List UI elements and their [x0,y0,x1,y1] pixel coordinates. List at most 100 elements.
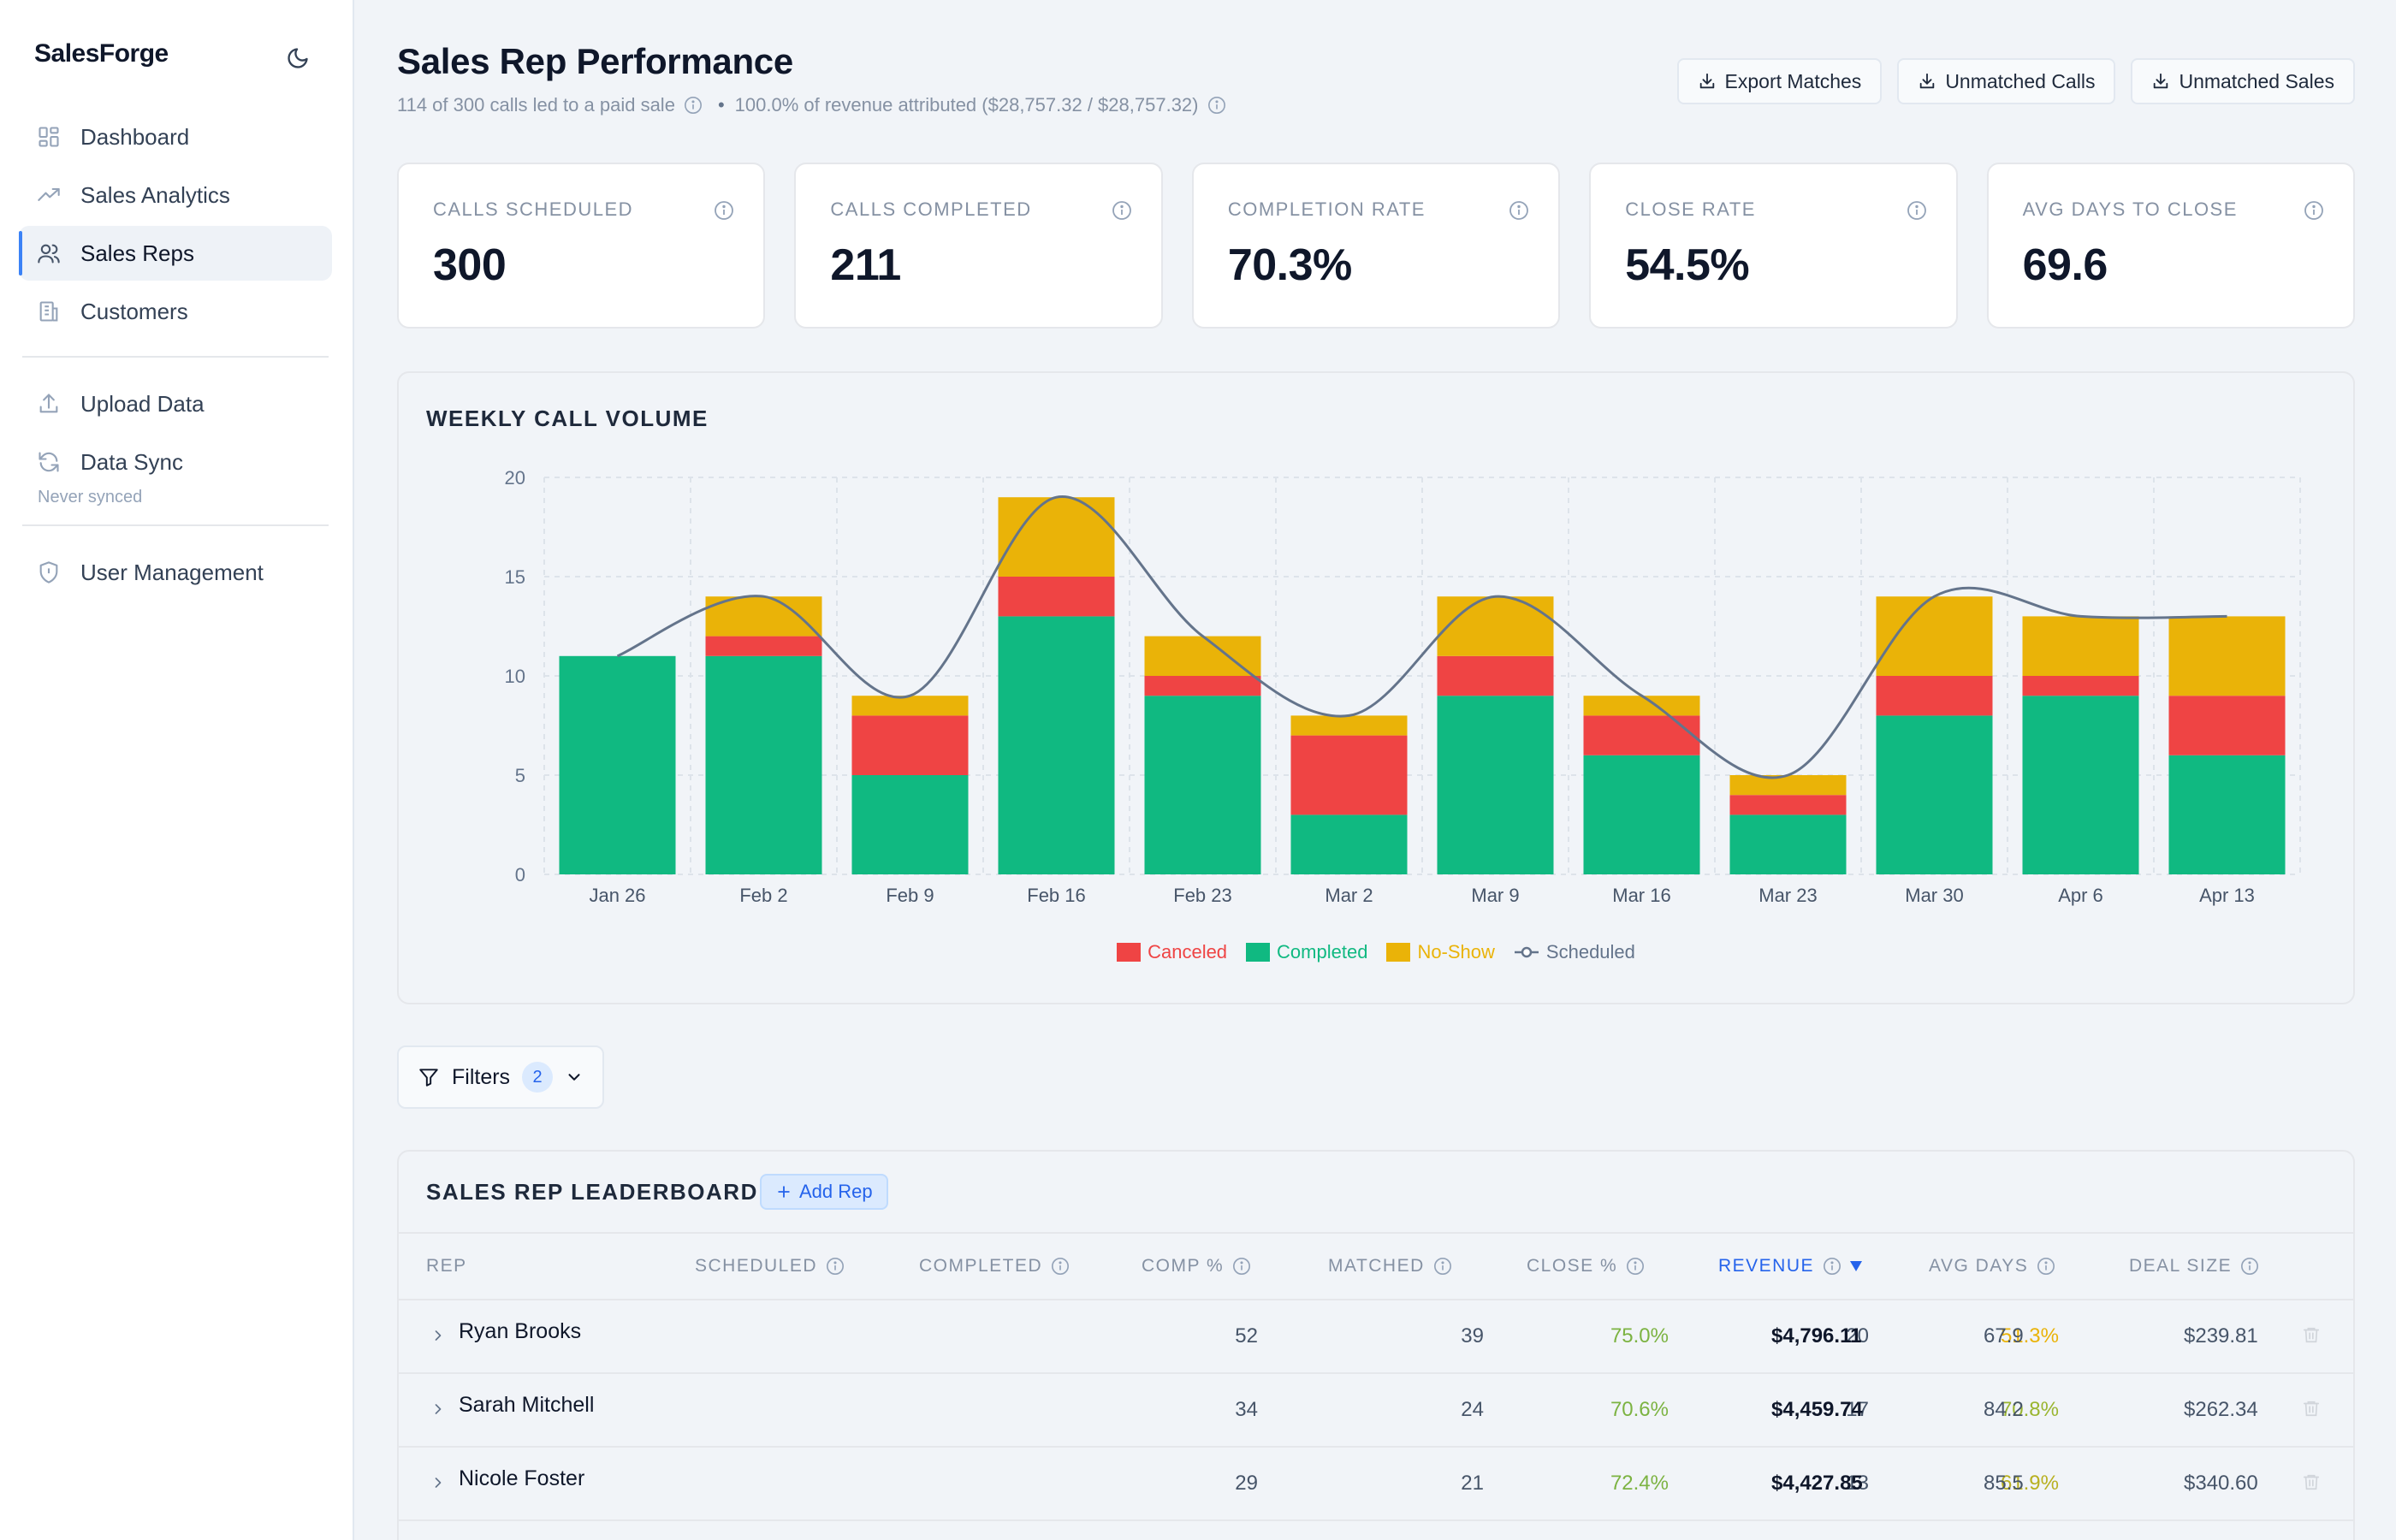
bar-no-show [1729,775,1847,796]
cell-close-pct: 70.8% [2000,1398,2059,1421]
table-row[interactable]: Sarah Mitchell 34 24 70.6% 17 70.8% $4,4… [399,1374,2353,1448]
line-scheduled [616,495,2227,779]
cell-scheduled: 29 [1235,1472,1258,1495]
legend-item-no-show[interactable]: No-Show [1386,941,1495,963]
cell-matched: 17 [1846,1398,1869,1421]
moon-icon [288,48,308,68]
stat-label: AVG DAYS TO CLOSE [2022,198,2238,220]
trash-icon[interactable] [2302,1324,2321,1345]
bar-completed [851,775,969,874]
bar-canceled [1437,655,1554,696]
legend-item-canceled[interactable]: Canceled [1117,941,1227,963]
info-icon[interactable] [1626,1257,1645,1276]
info-icon[interactable] [1207,96,1226,115]
x-tick-label: Mar 23 [1758,885,1817,906]
cell-revenue: $4,796.11 [1771,1324,1862,1348]
info-icon[interactable] [714,200,734,221]
cell-revenue: $4,427.85 [1771,1472,1863,1495]
stat-value: 300 [433,240,507,290]
unmatched-sales-button[interactable]: Unmatched Sales [2131,58,2355,104]
bar-canceled [851,715,969,775]
sidebar-item-dashboard[interactable]: Dashboard [19,110,332,164]
info-icon[interactable] [1433,1257,1452,1276]
column-header-rep[interactable]: REP [426,1256,467,1276]
filters-button[interactable]: Filters 2 [397,1045,605,1109]
info-icon[interactable] [1112,200,1132,221]
stat-card-close-rate: CLOSE RATE 54.5% [1589,163,1958,329]
add-rep-label: Add Rep [799,1181,873,1202]
export-matches-button[interactable]: Export Matches [1676,58,1883,104]
line-marker-icon [1514,946,1539,958]
legend-swatch [1117,943,1142,962]
column-header-comp-pct[interactable]: COMP % [1142,1256,1251,1276]
info-icon[interactable] [826,1257,845,1276]
unmatched-calls-button[interactable]: Unmatched Calls [1897,58,2116,104]
chevron-right-icon[interactable] [430,1400,447,1419]
theme-toggle-button[interactable] [281,41,315,75]
chart-title: WEEKLY CALL VOLUME [426,406,709,431]
legend-item-completed[interactable]: Completed [1246,941,1367,963]
stat-value: 54.5% [1625,240,1750,290]
cell-avg-days: 67.9 [1984,1324,2024,1348]
sync-status-text: Never synced [38,488,143,506]
column-header-close-pct[interactable]: CLOSE % [1527,1256,1645,1276]
dashboard-icon [36,124,62,150]
info-icon[interactable] [1509,200,1529,221]
trending-up-icon [36,182,62,208]
legend-item-scheduled[interactable]: Scheduled [1514,941,1635,963]
sidebar-item-sales-analytics[interactable]: Sales Analytics [19,168,332,222]
info-icon[interactable] [684,96,703,115]
sidebar-item-label: Sales Reps [80,240,194,266]
y-tick-label: 10 [505,666,525,687]
column-label: DEAL SIZE [2129,1256,2233,1276]
table-row[interactable]: Ryan Brooks 52 39 75.0% 20 51.3% $4,796.… [399,1300,2353,1374]
cell-close-pct: 51.3% [2000,1324,2059,1348]
rep-name[interactable]: Sarah Mitchell [459,1393,595,1417]
column-header-deal-size[interactable]: DEAL SIZE [2129,1256,2259,1276]
plus-icon [778,1186,790,1198]
x-tick-label: Jan 26 [589,885,645,906]
bar-canceled [1144,676,1261,696]
table-row[interactable]: Nicole Foster 29 21 72.4% 13 61.9% $4,42… [399,1448,2353,1521]
bar-completed [998,616,1115,874]
bar-completed [1583,755,1700,874]
sidebar-item-customers[interactable]: Customers [19,284,332,339]
column-header-scheduled[interactable]: SCHEDULED [695,1256,845,1276]
bar-canceled [2168,696,2286,755]
column-header-avg-days[interactable]: AVG DAYS [1929,1256,2055,1276]
cell-deal-size: $340.60 [2184,1472,2258,1495]
trash-icon[interactable] [2302,1398,2321,1419]
info-icon[interactable] [2037,1257,2055,1276]
trash-icon[interactable] [2302,1472,2321,1492]
info-icon[interactable] [2304,200,2324,221]
info-icon[interactable] [1907,200,1927,221]
sidebar-item-sales-reps[interactable]: Sales Reps [19,226,332,281]
info-icon[interactable] [1232,1257,1251,1276]
bar-completed [1729,814,1847,874]
revenue-summary-text: 100.0% of revenue attributed ($28,757.32… [734,94,1199,116]
cell-deal-size: $239.81 [2184,1324,2258,1348]
column-label: AVG DAYS [1929,1256,2029,1276]
chevron-right-icon[interactable] [430,1326,447,1345]
rep-name[interactable]: Ryan Brooks [459,1319,582,1343]
cell-matched: 20 [1846,1324,1869,1348]
info-icon[interactable] [1823,1257,1841,1276]
sidebar-item-data-sync[interactable]: Data Sync [19,435,332,489]
x-tick-label: Mar 9 [1471,885,1519,906]
rep-name[interactable]: Nicole Foster [459,1466,585,1490]
column-header-matched[interactable]: MATCHED [1328,1256,1452,1276]
info-icon[interactable] [1051,1257,1070,1276]
cell-scheduled: 52 [1235,1324,1258,1348]
bar-completed [1144,696,1261,874]
sidebar: SalesForge Dashboard Sales Analytics Sal… [0,0,354,1540]
column-header-completed[interactable]: COMPLETED [919,1256,1070,1276]
chevron-right-icon[interactable] [430,1473,447,1492]
add-rep-button[interactable]: Add Rep [760,1174,888,1210]
sidebar-item-user-management[interactable]: User Management [19,545,332,600]
sort-desc-icon [1850,1261,1863,1271]
bar-canceled [1290,735,1408,815]
column-header-revenue[interactable]: REVENUE [1718,1256,1863,1276]
unmatched-calls-label: Unmatched Calls [1945,69,2096,92]
sidebar-item-upload-data[interactable]: Upload Data [19,376,332,431]
info-icon[interactable] [2240,1257,2259,1276]
